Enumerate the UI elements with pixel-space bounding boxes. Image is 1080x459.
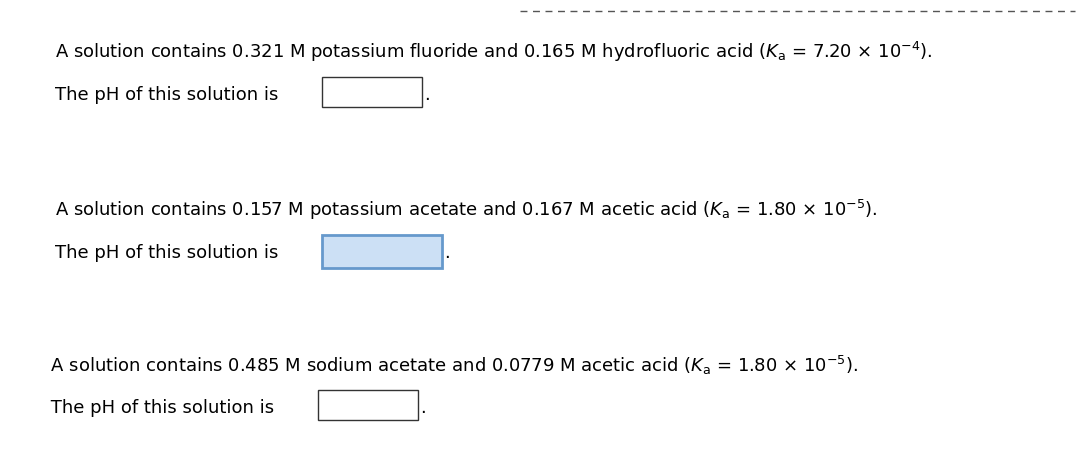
Text: A solution contains 0.321 M potassium fluoride and 0.165 M hydrofluoric acid ($K: A solution contains 0.321 M potassium fl… [55, 40, 933, 64]
FancyBboxPatch shape [322, 78, 422, 108]
Text: .: . [424, 86, 430, 104]
Text: .: . [444, 243, 449, 262]
Text: The pH of this solution is: The pH of this solution is [45, 398, 274, 416]
FancyBboxPatch shape [318, 390, 418, 420]
Text: .: . [420, 398, 426, 416]
Text: The pH of this solution is: The pH of this solution is [55, 86, 279, 104]
Text: A solution contains 0.485 M sodium acetate and 0.0779 M acetic acid ($K_\mathrm{: A solution contains 0.485 M sodium aceta… [45, 353, 859, 376]
FancyBboxPatch shape [322, 235, 442, 269]
Text: The pH of this solution is: The pH of this solution is [55, 243, 279, 262]
Text: A solution contains 0.157 M potassium acetate and 0.167 M acetic acid ($K_\mathr: A solution contains 0.157 M potassium ac… [55, 197, 878, 222]
